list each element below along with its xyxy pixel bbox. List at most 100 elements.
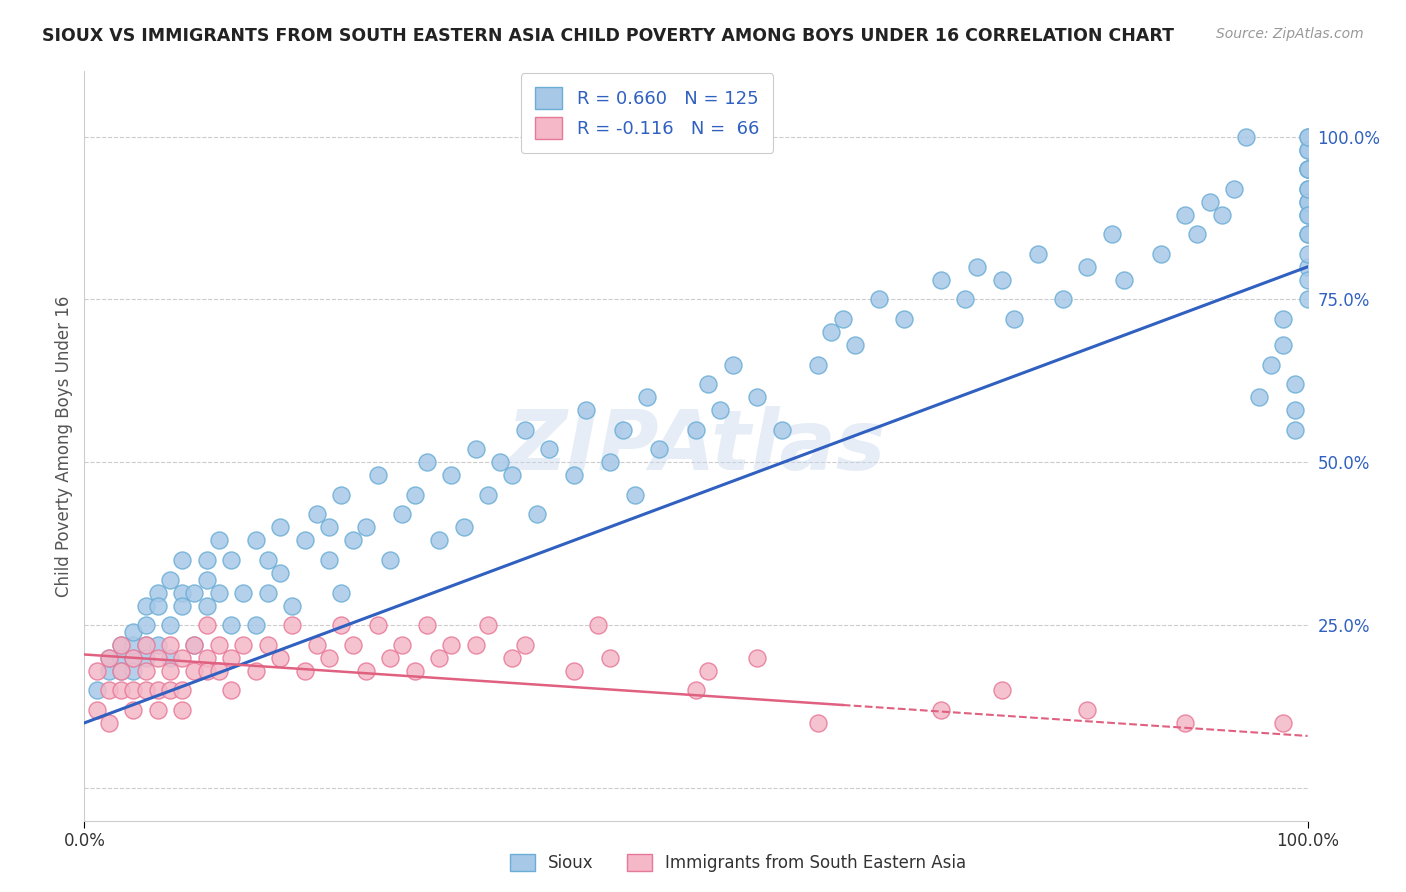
Point xyxy=(477,618,499,632)
Point xyxy=(1296,227,1319,242)
Point xyxy=(354,664,377,678)
Point xyxy=(159,683,181,698)
Point xyxy=(562,468,585,483)
Point xyxy=(172,553,194,567)
Point xyxy=(110,683,132,698)
Point xyxy=(991,273,1014,287)
Point xyxy=(1236,129,1258,144)
Point xyxy=(146,703,169,717)
Point xyxy=(991,683,1014,698)
Point xyxy=(599,650,621,665)
Point xyxy=(367,468,389,483)
Point xyxy=(1247,390,1270,404)
Point xyxy=(294,664,316,678)
Point xyxy=(257,638,280,652)
Point xyxy=(929,703,952,717)
Point xyxy=(208,664,231,678)
Point xyxy=(146,650,169,665)
Point xyxy=(1296,162,1319,177)
Point xyxy=(966,260,988,274)
Point xyxy=(97,650,120,665)
Point xyxy=(146,683,169,698)
Point xyxy=(183,585,205,599)
Point xyxy=(269,566,291,580)
Point xyxy=(1284,377,1306,392)
Point xyxy=(195,573,218,587)
Point xyxy=(208,533,231,548)
Point xyxy=(820,325,842,339)
Point xyxy=(281,618,304,632)
Point xyxy=(562,664,585,678)
Point xyxy=(354,520,377,534)
Point xyxy=(427,650,450,665)
Point xyxy=(1284,403,1306,417)
Point xyxy=(697,664,720,678)
Point xyxy=(404,488,426,502)
Point xyxy=(893,312,915,326)
Point xyxy=(219,553,242,567)
Point xyxy=(1198,194,1220,209)
Point xyxy=(770,423,793,437)
Point xyxy=(219,650,242,665)
Point xyxy=(135,650,157,665)
Point xyxy=(1296,181,1319,195)
Point xyxy=(1284,423,1306,437)
Point xyxy=(1296,208,1319,222)
Point xyxy=(1296,129,1319,144)
Point xyxy=(342,533,364,548)
Point xyxy=(953,293,976,307)
Point xyxy=(1101,227,1123,242)
Point xyxy=(183,638,205,652)
Point xyxy=(1211,208,1233,222)
Point xyxy=(513,638,536,652)
Point xyxy=(330,585,353,599)
Point xyxy=(146,599,169,613)
Point xyxy=(318,553,340,567)
Point xyxy=(122,683,145,698)
Point xyxy=(404,664,426,678)
Point xyxy=(172,585,194,599)
Point xyxy=(586,618,609,632)
Point xyxy=(219,683,242,698)
Point xyxy=(685,683,707,698)
Point xyxy=(427,533,450,548)
Point xyxy=(110,664,132,678)
Point xyxy=(1223,181,1246,195)
Point xyxy=(416,618,439,632)
Point xyxy=(294,533,316,548)
Point xyxy=(807,715,830,730)
Point xyxy=(159,618,181,632)
Point xyxy=(1174,208,1197,222)
Point xyxy=(612,423,634,437)
Point xyxy=(318,650,340,665)
Point xyxy=(232,585,254,599)
Point xyxy=(721,358,744,372)
Point xyxy=(844,338,866,352)
Point xyxy=(172,703,194,717)
Point xyxy=(380,553,402,567)
Point xyxy=(195,553,218,567)
Point xyxy=(135,618,157,632)
Point xyxy=(1296,273,1319,287)
Point xyxy=(1296,293,1319,307)
Point xyxy=(599,455,621,469)
Point xyxy=(636,390,658,404)
Point xyxy=(208,585,231,599)
Point xyxy=(1296,162,1319,177)
Point xyxy=(146,638,169,652)
Point xyxy=(1114,273,1136,287)
Point xyxy=(1296,260,1319,274)
Point xyxy=(502,468,524,483)
Point xyxy=(135,599,157,613)
Point xyxy=(1002,312,1025,326)
Point xyxy=(709,403,731,417)
Text: SIOUX VS IMMIGRANTS FROM SOUTH EASTERN ASIA CHILD POVERTY AMONG BOYS UNDER 16 CO: SIOUX VS IMMIGRANTS FROM SOUTH EASTERN A… xyxy=(42,27,1174,45)
Point xyxy=(195,618,218,632)
Point xyxy=(135,683,157,698)
Point xyxy=(183,638,205,652)
Point xyxy=(502,650,524,665)
Point xyxy=(464,638,486,652)
Point xyxy=(526,508,548,522)
Text: ZIPAtlas: ZIPAtlas xyxy=(506,406,886,486)
Point xyxy=(1187,227,1209,242)
